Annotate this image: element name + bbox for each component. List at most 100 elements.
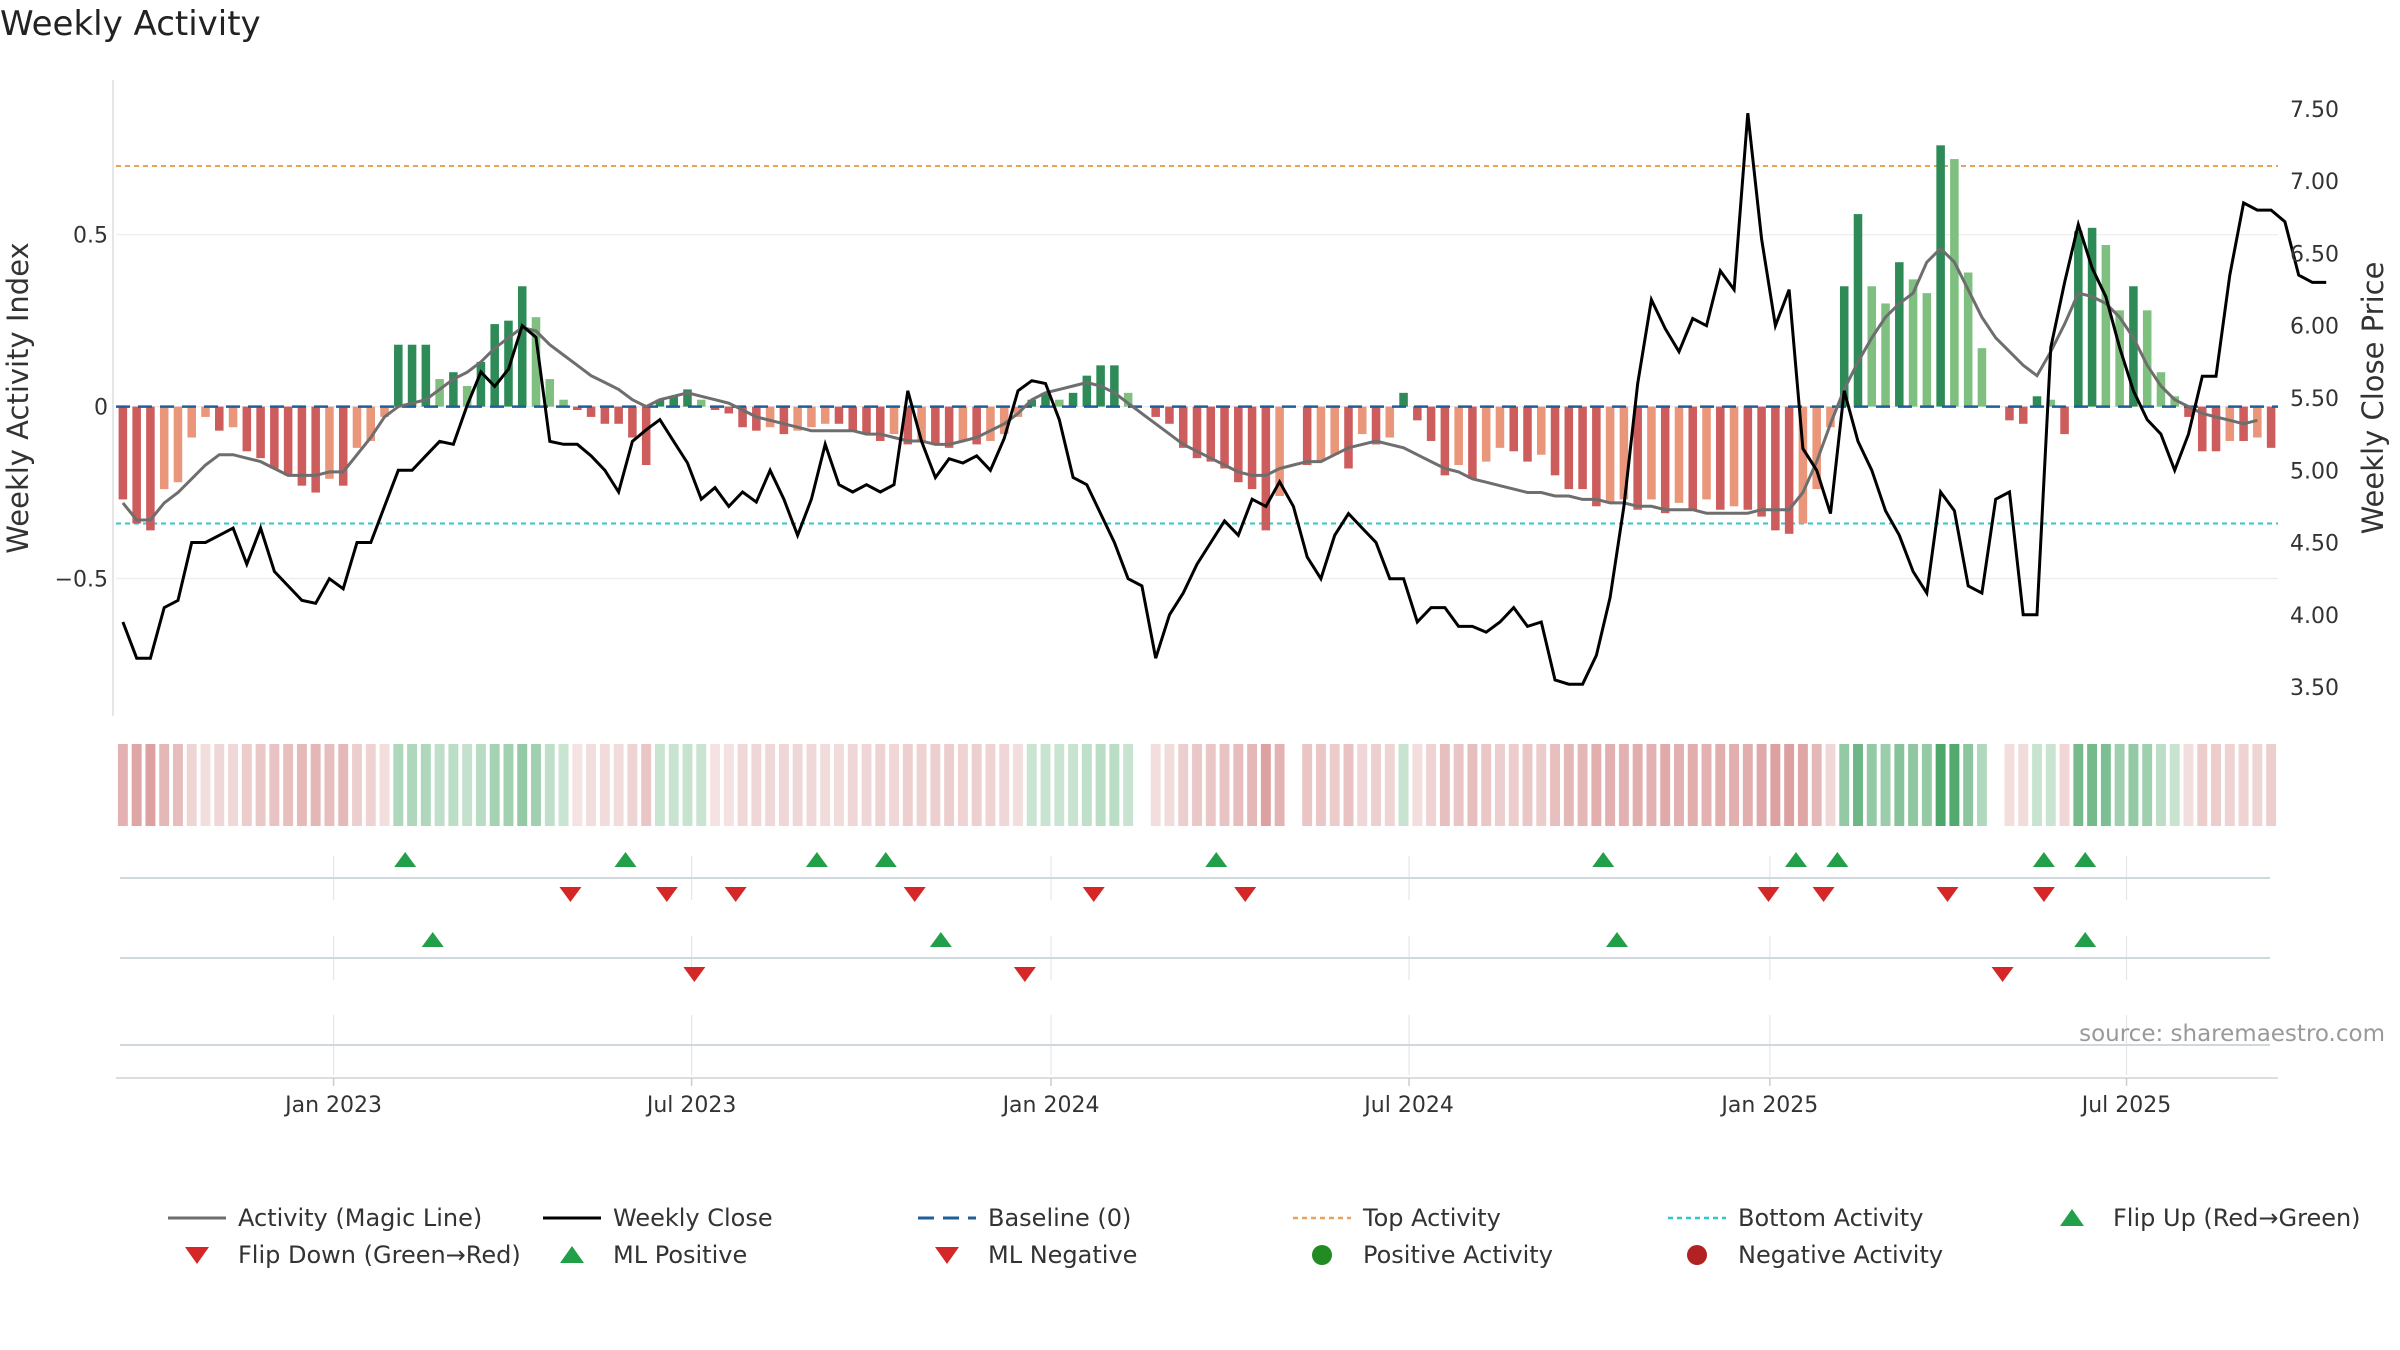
heat-cell bbox=[971, 744, 982, 826]
heat-cell bbox=[1013, 744, 1023, 826]
activity-bar bbox=[1895, 262, 1904, 407]
flip-up-marker bbox=[1785, 852, 1808, 867]
flip-down-marker bbox=[655, 887, 678, 902]
activity-bar bbox=[2266, 406, 2276, 448]
heat-cell bbox=[365, 744, 376, 826]
heat-cell bbox=[1742, 744, 1753, 826]
activity-bar bbox=[1123, 392, 1133, 407]
activity-bar bbox=[1977, 348, 1987, 407]
heat-cell bbox=[834, 744, 844, 826]
x-tick-label: Jul 2025 bbox=[2080, 1093, 2172, 1118]
activity-bar bbox=[1261, 406, 1271, 531]
heat-cell bbox=[1866, 744, 1877, 826]
flip-down-marker bbox=[1082, 887, 1105, 902]
activity-bar bbox=[1523, 406, 1532, 462]
heat-cell bbox=[1674, 744, 1684, 826]
legend-label: Weekly Close bbox=[613, 1204, 773, 1232]
activity-bar bbox=[545, 379, 555, 407]
heat-cell bbox=[1192, 744, 1202, 826]
reference-lines bbox=[116, 164, 2278, 525]
activity-bar bbox=[1481, 406, 1491, 462]
activity-bar bbox=[1027, 399, 1037, 407]
activity-bar bbox=[1357, 406, 1367, 435]
activity-bar bbox=[2184, 406, 2193, 417]
heat-cell bbox=[1784, 744, 1795, 826]
heat-cell bbox=[173, 744, 183, 826]
activity-bar bbox=[999, 406, 1009, 435]
heat-cell bbox=[668, 744, 679, 826]
activity-bar bbox=[2087, 227, 2097, 407]
heat-cell bbox=[586, 744, 597, 826]
y-axis-label: Weekly Activity Index bbox=[1, 242, 35, 553]
activity-bar bbox=[504, 320, 513, 407]
activity-bar bbox=[1330, 406, 1339, 455]
heat-cell bbox=[2252, 744, 2263, 826]
y2-tick-label: 3.50 bbox=[2290, 676, 2339, 701]
activity-bar bbox=[2253, 406, 2262, 438]
activity-bar bbox=[1605, 406, 1615, 503]
activity-bar bbox=[394, 344, 403, 407]
activity-bar bbox=[1192, 406, 1202, 459]
activity-bar bbox=[1619, 406, 1629, 500]
flip-up-marker bbox=[2074, 852, 2097, 867]
heat-cell bbox=[999, 744, 1010, 826]
activity-bar bbox=[270, 406, 279, 469]
activity-bar bbox=[118, 406, 128, 500]
legend-item: Weekly Close bbox=[543, 1204, 773, 1232]
activity-bar bbox=[1784, 406, 1794, 534]
heat-cell bbox=[599, 744, 610, 826]
heat-cell bbox=[379, 744, 390, 826]
heat-cell bbox=[1660, 744, 1671, 826]
heat-cell bbox=[489, 744, 500, 826]
heat-cell bbox=[944, 744, 955, 826]
activity-bar bbox=[2142, 310, 2152, 407]
activity-bar bbox=[738, 406, 747, 428]
activity-bar bbox=[338, 406, 348, 486]
activity-bar bbox=[407, 344, 417, 407]
activity-bar bbox=[2005, 406, 2014, 421]
activity-bars bbox=[116, 145, 2278, 534]
heat-cell bbox=[1577, 744, 1588, 826]
activity-bar bbox=[132, 406, 141, 524]
activity-bar bbox=[765, 406, 775, 428]
heat-cell bbox=[1260, 744, 1271, 826]
y-tick-label: −0.5 bbox=[55, 567, 108, 592]
activity-bar bbox=[366, 406, 376, 441]
heat-cell bbox=[847, 744, 858, 826]
activity-bar bbox=[1399, 392, 1408, 407]
heat-cell bbox=[985, 744, 996, 826]
activity-bar bbox=[820, 406, 830, 424]
activity-bar bbox=[793, 406, 802, 431]
activity-bar bbox=[958, 406, 968, 441]
activity-bar bbox=[2115, 310, 2124, 407]
legend-item: Flip Up (Red→Green) bbox=[2060, 1204, 2361, 1232]
heat-cell bbox=[1439, 744, 1450, 826]
activity-bar bbox=[449, 372, 458, 407]
y2-tick-label: 4.50 bbox=[2290, 532, 2339, 557]
activity-bar bbox=[1716, 406, 1725, 510]
heat-cell bbox=[889, 744, 900, 826]
activity-bar bbox=[1495, 406, 1505, 448]
activity-bar bbox=[1536, 406, 1546, 455]
activity-bar bbox=[903, 406, 913, 445]
activity-bar bbox=[931, 406, 940, 445]
activity-bar bbox=[1371, 406, 1381, 445]
x-tick-label: Jul 2023 bbox=[645, 1093, 737, 1118]
y2-tick-label: 6.00 bbox=[2290, 315, 2339, 340]
activity-bar bbox=[228, 406, 238, 428]
heat-cell bbox=[2087, 744, 2098, 826]
activity-bar bbox=[917, 406, 926, 441]
heat-cell bbox=[2155, 744, 2166, 826]
legend-label: ML Negative bbox=[988, 1241, 1137, 1269]
flip-up-marker bbox=[1592, 852, 1615, 867]
y2-tick-label: 4.00 bbox=[2290, 604, 2339, 629]
heat-cell bbox=[751, 744, 762, 826]
heat-cell bbox=[1839, 744, 1850, 826]
heat-cell bbox=[1618, 744, 1629, 826]
heat-strip bbox=[117, 744, 2277, 826]
activity-bar bbox=[1633, 406, 1642, 510]
heat-cell bbox=[737, 744, 748, 826]
heat-cell bbox=[765, 744, 776, 826]
activity-bar bbox=[1247, 406, 1257, 490]
heat-cell bbox=[1412, 744, 1423, 826]
